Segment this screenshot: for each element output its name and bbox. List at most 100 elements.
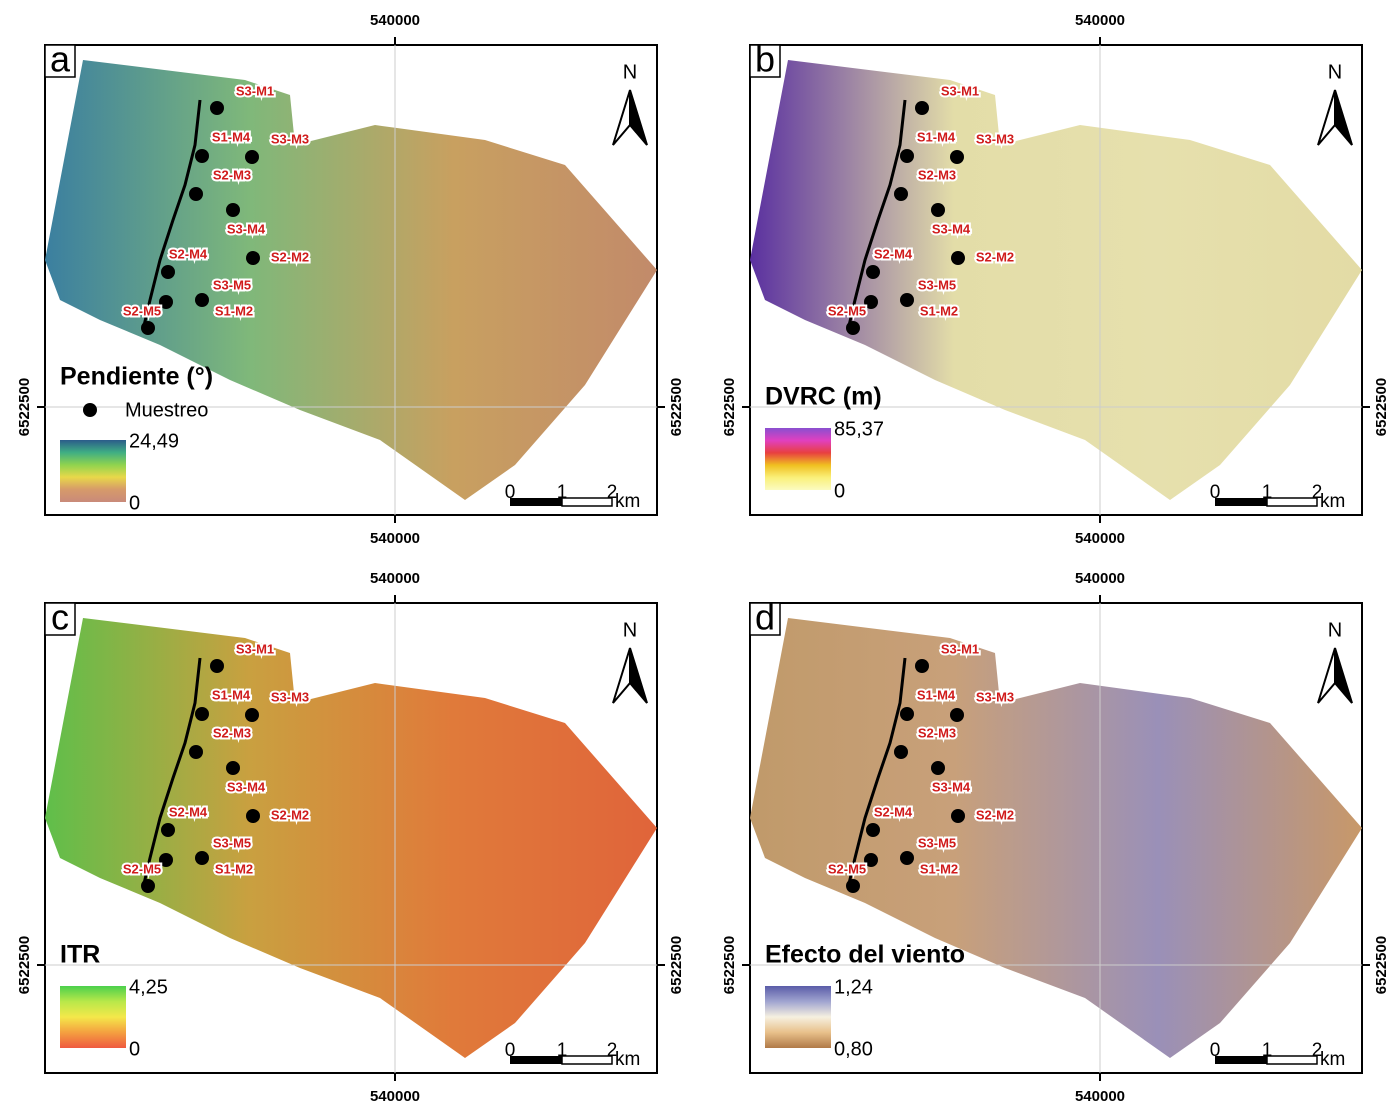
sample-label: S2-M4 <box>169 246 208 261</box>
sample-label: S2-M5 <box>123 861 161 876</box>
y-coordinate: 6522500 <box>668 936 685 994</box>
sample-label: S1-M2 <box>920 303 958 318</box>
legend-max: 1,24 <box>834 976 873 998</box>
y-coordinate: 6522500 <box>668 378 685 436</box>
scale-unit: km <box>615 491 640 512</box>
sample-point <box>915 101 929 115</box>
sample-point <box>226 761 240 775</box>
sample-label: S2-M3 <box>213 167 251 182</box>
legend-max: 4,25 <box>129 976 168 998</box>
sample-point <box>846 879 860 893</box>
sample-label: S1-M4 <box>212 687 251 702</box>
sample-label: S3-M3 <box>271 131 309 146</box>
legend-min: 0 <box>129 492 140 514</box>
sample-label: S2-M5 <box>828 861 866 876</box>
sample-label: S3-M3 <box>976 131 1014 146</box>
map-panel: 54000054000065225006522500bS3-M1S1-M4S3-… <box>721 12 1390 547</box>
sample-point <box>195 149 209 163</box>
sample-label: S2-M5 <box>123 303 161 318</box>
y-coordinate: 6522500 <box>1373 378 1390 436</box>
x-coordinate: 540000 <box>370 570 420 587</box>
y-coordinate: 6522500 <box>16 378 33 436</box>
sample-label: S2-M2 <box>976 807 1014 822</box>
legend-min: 0 <box>834 480 845 502</box>
sample-label: S3-M5 <box>213 277 251 292</box>
sample-label: S2-M4 <box>874 246 913 261</box>
sample-point <box>950 150 964 164</box>
sample-point <box>915 659 929 673</box>
sample-point <box>161 823 175 837</box>
panel-letter: c <box>51 597 69 638</box>
sample-point <box>866 823 880 837</box>
x-coordinate: 540000 <box>1075 530 1125 547</box>
sample-point <box>846 321 860 335</box>
x-coordinate: 540000 <box>1075 12 1125 29</box>
north-label: N <box>1328 619 1342 641</box>
sample-label: S1-M4 <box>917 687 956 702</box>
legend-min: 0 <box>129 1038 140 1060</box>
north-label: N <box>623 619 637 641</box>
color-ramp <box>60 440 126 502</box>
sample-point <box>866 265 880 279</box>
panel-letter: b <box>755 39 775 80</box>
sample-point <box>189 745 203 759</box>
x-coordinate: 540000 <box>1075 570 1125 587</box>
sample-point <box>141 879 155 893</box>
y-coordinate: 6522500 <box>1373 936 1390 994</box>
sample-label: S2-M3 <box>213 725 251 740</box>
x-coordinate: 540000 <box>370 530 420 547</box>
sample-point <box>161 265 175 279</box>
sample-label: S2-M2 <box>271 807 309 822</box>
sample-label: S3-M5 <box>918 835 956 850</box>
sample-label: S3-M1 <box>236 641 274 656</box>
sample-point <box>894 187 908 201</box>
scale-bar <box>562 1056 612 1064</box>
sample-point <box>245 150 259 164</box>
sample-point <box>210 659 224 673</box>
scale-bar <box>562 498 612 506</box>
sample-point <box>210 101 224 115</box>
legend-point <box>83 403 97 417</box>
sample-point <box>900 851 914 865</box>
sample-point <box>141 321 155 335</box>
sample-label: S3-M3 <box>271 689 309 704</box>
sample-point <box>246 809 260 823</box>
sample-label: S3-M3 <box>976 689 1014 704</box>
scale-bar <box>510 498 562 506</box>
sample-point <box>195 707 209 721</box>
sample-label: S3-M5 <box>918 277 956 292</box>
sample-point <box>951 251 965 265</box>
north-label: N <box>623 61 637 83</box>
map-panel: 540000 540000 6522500 6522500 d S3-M1 S1-M4 S3-… <box>721 570 1390 1103</box>
sample-label: S2-M5 <box>828 303 866 318</box>
scale-bar <box>1215 1056 1267 1064</box>
sample-point <box>950 708 964 722</box>
scale-bar <box>510 1056 562 1064</box>
legend-max: 85,37 <box>834 418 884 440</box>
legend-title: ITR <box>60 941 100 969</box>
x-coordinate: 540000 <box>1075 1088 1125 1103</box>
scale-unit: km <box>1320 1049 1345 1070</box>
y-coordinate: 6522500 <box>721 936 738 994</box>
sample-label: S2-M3 <box>918 167 956 182</box>
sample-point <box>900 149 914 163</box>
color-ramp <box>765 428 831 490</box>
sample-label: S3-M4 <box>932 779 971 794</box>
scale-bar <box>1215 498 1267 506</box>
sample-label: S1-M2 <box>920 861 958 876</box>
y-coordinate: 6522500 <box>16 936 33 994</box>
legend-title: DVRC (m) <box>765 383 882 411</box>
sample-point <box>195 293 209 307</box>
sample-point <box>900 293 914 307</box>
sample-label: S3-M4 <box>932 221 971 236</box>
panel-letter: d <box>755 597 775 638</box>
legend-min: 0,80 <box>834 1038 873 1060</box>
sample-point <box>195 851 209 865</box>
x-coordinate: 540000 <box>370 1088 420 1103</box>
sample-label: S1-M4 <box>917 129 956 144</box>
scale-unit: km <box>1320 491 1345 512</box>
sample-point <box>931 203 945 217</box>
sample-label: S3-M1 <box>941 641 979 656</box>
sample-label: S3-M5 <box>213 835 251 850</box>
north-label: N <box>1328 61 1342 83</box>
